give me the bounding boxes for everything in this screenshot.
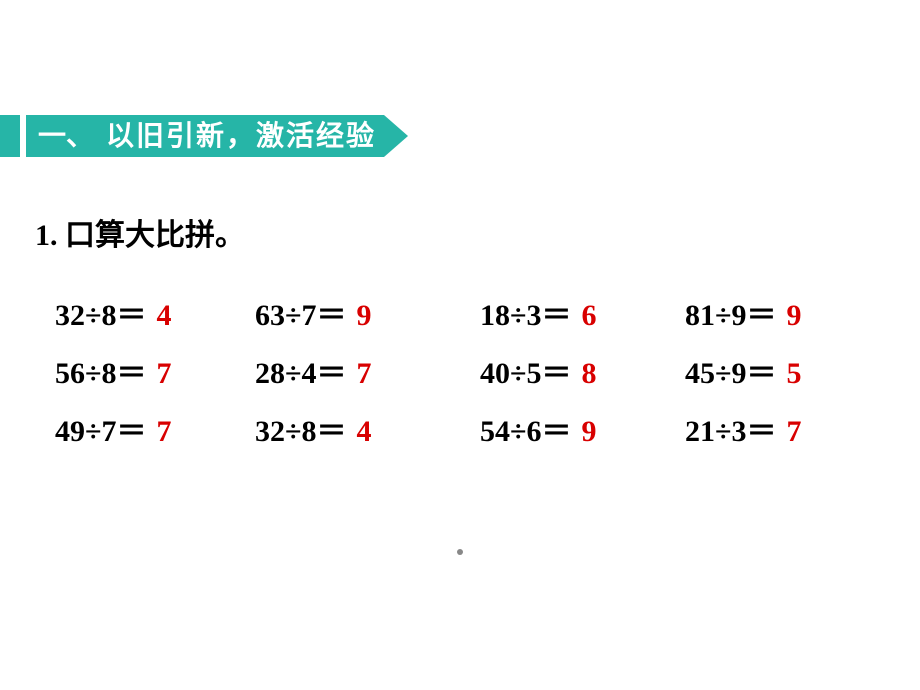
problem-cell: 56÷8＝ 7 [55, 348, 255, 392]
expression-text: 45÷9＝ [685, 348, 776, 392]
page-indicator-dot [457, 549, 463, 555]
expression-text: 56÷8＝ [55, 348, 146, 392]
problem-cell: 32÷8＝ 4 [55, 290, 255, 334]
answer-text: 9 [356, 299, 371, 333]
expression-text: 81÷9＝ [685, 290, 776, 334]
problem-row: 32÷8＝ 4 63÷7＝ 9 18÷3＝ 6 81÷9＝ 9 [55, 290, 875, 332]
answer-text: 7 [356, 357, 371, 391]
problem-cell: 32÷8＝ 4 [255, 406, 480, 450]
expression-text: 28÷4＝ [255, 348, 346, 392]
answer-text: 8 [581, 357, 596, 391]
section-header-banner: 一、 以旧引新，激活经验 [0, 115, 408, 157]
problem-cell: 40÷5＝ 8 [480, 348, 685, 392]
expression-text: 40÷5＝ [480, 348, 571, 392]
problem-cell: 63÷7＝ 9 [255, 290, 480, 334]
expression-text: 21÷3＝ [685, 406, 776, 450]
problem-cell: 21÷3＝ 7 [685, 406, 875, 450]
problem-cell: 49÷7＝ 7 [55, 406, 255, 450]
expression-text: 32÷8＝ [55, 290, 146, 334]
expression-text: 32÷8＝ [255, 406, 346, 450]
problem-cell: 54÷6＝ 9 [480, 406, 685, 450]
problem-cell: 45÷9＝ 5 [685, 348, 875, 392]
banner-title-text: 以旧引新，激活经验 [102, 115, 384, 157]
answer-text: 9 [581, 415, 596, 449]
problem-cell: 28÷4＝ 7 [255, 348, 480, 392]
answer-text: 5 [786, 357, 801, 391]
banner-prefix-text: 一、 [26, 115, 102, 157]
problem-cell: 18÷3＝ 6 [480, 290, 685, 334]
problem-row: 56÷8＝ 7 28÷4＝ 7 40÷5＝ 8 45÷9＝ 5 [55, 348, 875, 390]
expression-text: 63÷7＝ [255, 290, 346, 334]
answer-text: 7 [156, 415, 171, 449]
problems-grid: 32÷8＝ 4 63÷7＝ 9 18÷3＝ 6 81÷9＝ 9 56÷8＝ 7 … [55, 290, 875, 464]
problem-cell: 81÷9＝ 9 [685, 290, 875, 334]
answer-text: 9 [786, 299, 801, 333]
expression-text: 54÷6＝ [480, 406, 571, 450]
problem-row: 49÷7＝ 7 32÷8＝ 4 54÷6＝ 9 21÷3＝ 7 [55, 406, 875, 448]
answer-text: 7 [156, 357, 171, 391]
banner-arrow-icon [384, 115, 408, 157]
answer-text: 7 [786, 415, 801, 449]
expression-text: 18÷3＝ [480, 290, 571, 334]
subtitle-text: 1. 口算大比拼。 [35, 210, 245, 254]
banner-accent-bar [0, 115, 20, 157]
answer-text: 6 [581, 299, 596, 333]
expression-text: 49÷7＝ [55, 406, 146, 450]
answer-text: 4 [356, 415, 371, 449]
answer-text: 4 [156, 299, 171, 333]
